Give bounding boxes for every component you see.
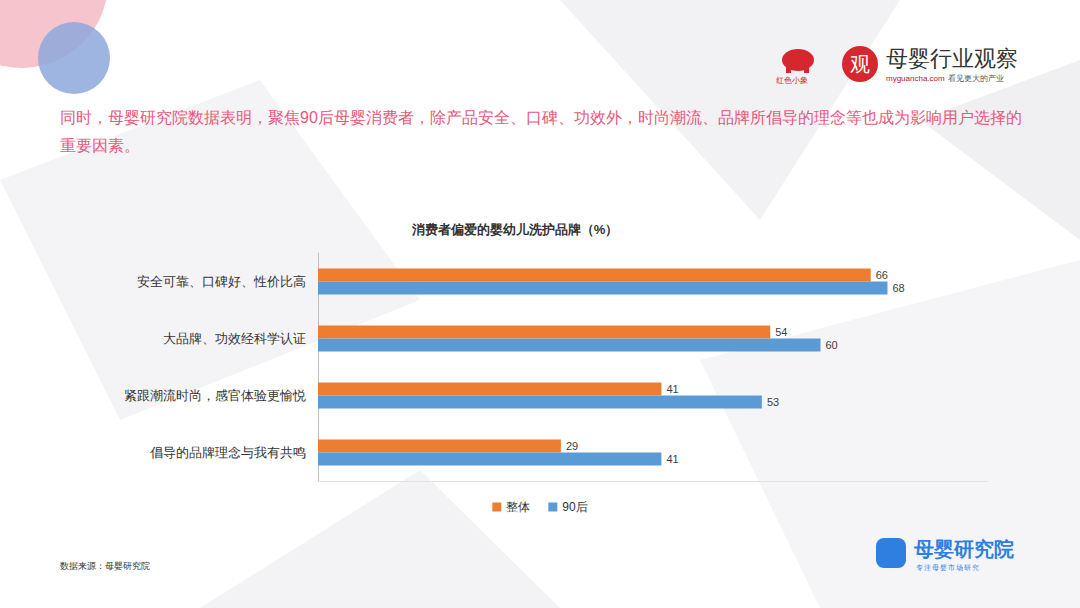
html-text:同时，母婴研究院数据表明，聚焦90后母婴消费者，除产品安全、: 同时，母婴研究院数据表明，聚焦90后母婴消费者，除产品安全、口碑、功效外，时尚潮… xyxy=(60,109,1022,154)
html-text:myguancha.com 看见更大的产业: myguancha.com 看见更大的产业 xyxy=(886,74,1004,83)
svg-text:53: 53 xyxy=(767,396,779,408)
svg-text:60: 60 xyxy=(826,339,838,351)
svg-text:68: 68 xyxy=(893,282,905,294)
html-text:母婴研究院: 母婴研究院 xyxy=(914,538,1014,560)
svg-text:54: 54 xyxy=(775,326,787,338)
svg-text:消费者偏爱的婴幼儿洗护品牌（%）: 消费者偏爱的婴幼儿洗护品牌（%） xyxy=(411,222,619,237)
html-text:数据来源：母婴研究院: 数据来源：母婴研究院 xyxy=(60,561,150,571)
html-text:观: 观 xyxy=(850,53,870,75)
html-text:专注母婴市场研究: 专注母婴市场研究 xyxy=(916,564,980,571)
svg-text:90后: 90后 xyxy=(562,500,587,514)
html-text:母婴行业观察: 母婴行业观察 xyxy=(886,46,1018,71)
svg-text:倡导的品牌理念与我有共鸣: 倡导的品牌理念与我有共鸣 xyxy=(149,445,306,460)
svg-text:29: 29 xyxy=(566,440,578,452)
svg-text:安全可靠、口碑好、性价比高: 安全可靠、口碑好、性价比高 xyxy=(137,274,306,289)
svg-text:41: 41 xyxy=(666,383,678,395)
svg-text:紧跟潮流时尚，感官体验更愉悦: 紧跟潮流时尚，感官体验更愉悦 xyxy=(124,388,306,403)
svg-text:41: 41 xyxy=(666,453,678,465)
svg-text:大品牌、功效经科学认证: 大品牌、功效经科学认证 xyxy=(163,331,306,346)
svg-text:66: 66 xyxy=(876,269,888,281)
svg-text:整体: 整体 xyxy=(506,500,530,514)
html-text:红色小象: 红色小象 xyxy=(776,76,808,85)
